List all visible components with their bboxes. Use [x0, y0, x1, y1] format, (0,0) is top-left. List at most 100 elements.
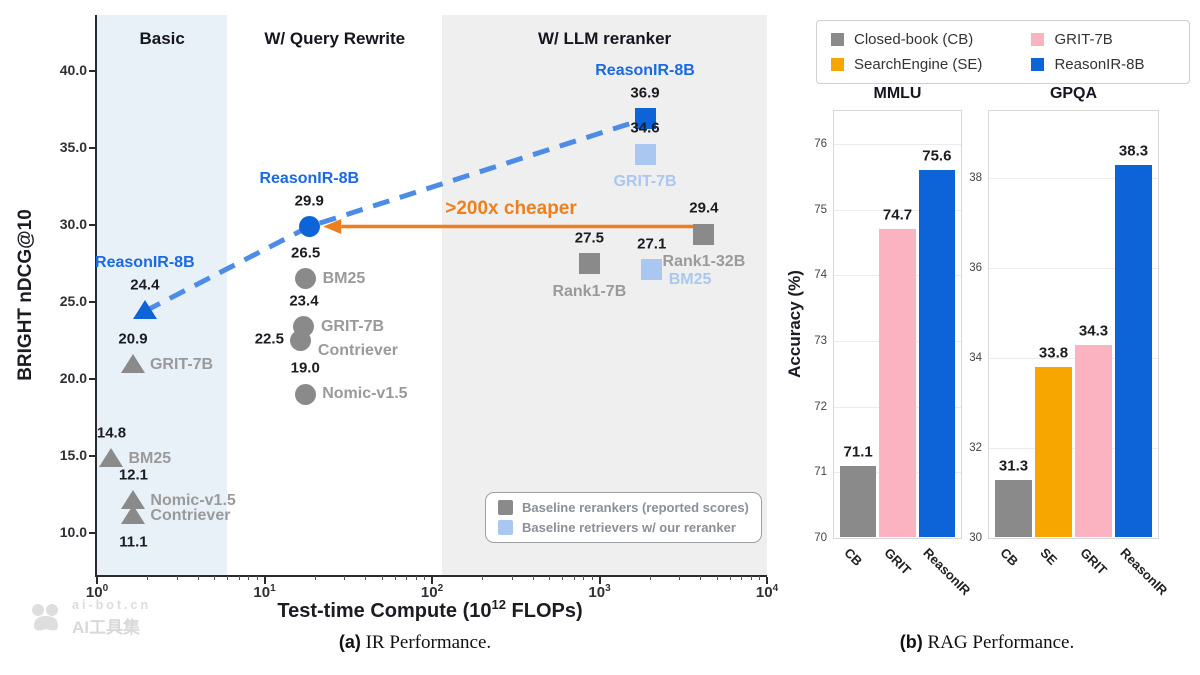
x-tickmark [431, 577, 433, 584]
x-minor-tickmark [381, 576, 383, 580]
x-minor-tickmark [256, 576, 258, 580]
x-minor-tickmark [549, 576, 551, 580]
y-tickmark [89, 532, 96, 534]
point-name: Nomic-v1.5 [322, 385, 408, 403]
region-title: W/ Query Rewrite [264, 29, 406, 48]
x-minor-tickmark [365, 576, 367, 580]
legend-item: GRIT-7B [1031, 31, 1189, 48]
x-minor-tickmark [700, 576, 702, 580]
y-tickmark [89, 378, 96, 380]
region-basic [97, 15, 228, 575]
y-tick-label: 30.0 [59, 216, 87, 232]
scatter-marker-square [634, 108, 656, 130]
scatter-marker-circle [290, 330, 312, 351]
x-tickmark [598, 577, 601, 584]
x-minor-tickmark [511, 576, 513, 580]
caption-b-text: RAG Performance. [922, 632, 1075, 653]
caption-b: (b) RAG Performance. [900, 632, 1074, 654]
y-tickmark [89, 147, 96, 149]
x-minor-tickmark [406, 576, 408, 580]
y-tickmark [89, 224, 96, 226]
x-tick-label: 103 [588, 583, 611, 601]
scatter-marker-triangle [120, 354, 145, 374]
scatter-marker-square [641, 259, 663, 281]
caption-a: (a) IR Performance. [339, 632, 491, 654]
x-minor-tickmark [197, 576, 199, 580]
cheaper-annotation: >200x cheaper [445, 198, 577, 219]
x-axis-label-suffix: FLOPs) [505, 599, 583, 622]
point-name: ReasonIR-8B [95, 254, 195, 272]
x-tick-label: 104 [755, 583, 779, 601]
x-minor-tickmark [679, 576, 681, 580]
caption-a-tag: (a) [338, 632, 361, 652]
y-tick-label: 40.0 [59, 62, 87, 78]
bar-cb [840, 465, 877, 537]
region-w-query-rewrite [227, 15, 443, 575]
y-tick-label: 25.0 [59, 293, 87, 309]
watermark-text: ai-bot.cn AI工具集 [72, 598, 151, 638]
y-tick-label: 10.0 [59, 524, 87, 540]
x-minor-tickmark [649, 576, 651, 580]
y-tick-label: 20.0 [59, 370, 87, 386]
legend-item: Baseline rerankers (reported scores) [498, 500, 749, 515]
x-minor-tickmark [214, 576, 216, 580]
point-value: 27.1 [637, 235, 667, 253]
x-minor-tickmark [573, 576, 575, 580]
caption-a-text: IR Performance. [360, 632, 492, 653]
x-minor-tickmark [147, 576, 149, 580]
paw-logo-icon [32, 604, 58, 631]
point-name: BM25 [128, 450, 172, 468]
point-name: Contriever [317, 341, 398, 359]
x-minor-tickmark [344, 576, 346, 580]
bar-y-tick-label: 72 [814, 400, 827, 413]
region-title: Basic [139, 29, 185, 48]
point-name: Nomic-v1.5 [150, 491, 236, 509]
bar-reasonir [918, 170, 955, 537]
x-axis-label: Test-time Compute (1012 FLOPs) [277, 597, 582, 623]
scatter-marker-square [634, 143, 656, 165]
legend-item: ReasonIR-8B [1031, 56, 1189, 73]
x-minor-tickmark [716, 576, 718, 580]
bar-y-tick-label: 32 [969, 442, 982, 455]
legend-label: SearchEngine (SE) [854, 56, 983, 73]
bar-y-tick-label: 71 [814, 466, 827, 479]
scatter-marker-square [578, 253, 600, 274]
y-tick-label: 15.0 [59, 447, 87, 463]
grid-line [989, 268, 1158, 270]
x-minor-tickmark [532, 576, 534, 580]
bar-value: 38.3 [1118, 142, 1149, 160]
ir-performance-panel: BRIGHT nDCG@10 >200x cheaper Baseline re… [15, 15, 778, 654]
bar-y-tick-label: 75 [814, 203, 827, 216]
scatter-marker-circle [298, 216, 320, 238]
grid-line [989, 448, 1158, 450]
bar-category-label: CB [996, 545, 1021, 569]
point-value: 26.5 [291, 244, 321, 262]
point-name: Contriever [150, 507, 231, 525]
bar-subplot-gpqa: GPQA 30 32 34 36 38 31.3 CB 33.8 SE 34.3 GRIT 38.3 Re… [969, 85, 1170, 598]
scatter-marker-triangle [121, 489, 146, 509]
legend-swatch [498, 520, 513, 535]
bar-category-label: SE [1036, 545, 1060, 568]
bar-value: 71.1 [843, 443, 873, 461]
bar-y-tick-label: 70 [814, 532, 827, 544]
grid-line [989, 358, 1158, 360]
x-minor-tickmark [415, 576, 417, 580]
legend-swatch [831, 58, 844, 71]
x-minor-tickmark [583, 576, 585, 580]
scatter-marker-circle [295, 268, 317, 290]
legend-item: Baseline retrievers w/ our reranker [498, 520, 749, 535]
x-tick-label: 100 [85, 583, 109, 601]
x-minor-tickmark [227, 576, 229, 580]
bar-reasonir [1115, 164, 1152, 537]
x-tick-label: 101 [253, 583, 276, 601]
point-name: GRIT-7B [613, 173, 677, 191]
x-minor-tickmark [482, 576, 484, 580]
x-minor-tickmark [248, 576, 250, 580]
x-minor-tickmark [562, 576, 564, 580]
point-value: 34.6 [630, 119, 660, 137]
bar-y-tick-label: 34 [969, 352, 982, 365]
x-minor-tickmark [591, 576, 593, 580]
bar-grit [879, 229, 916, 537]
y-tickmark [89, 455, 96, 457]
